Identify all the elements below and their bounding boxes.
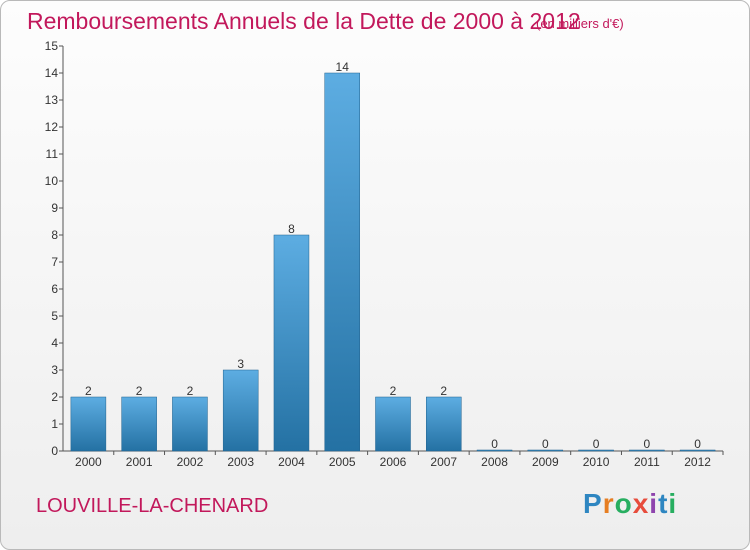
x-tick-label: 2011 <box>634 455 660 469</box>
bar-2008 <box>476 449 513 452</box>
data-label: 0 <box>491 437 498 451</box>
y-tick-label: 6 <box>51 282 58 296</box>
logo-letter: o <box>614 488 633 519</box>
data-label: 14 <box>336 60 350 74</box>
bar-2006 <box>375 396 411 452</box>
data-label: 2 <box>136 384 143 398</box>
bar-2004 <box>273 234 310 452</box>
y-tick-label: 15 <box>45 39 59 53</box>
data-label: 8 <box>288 222 295 236</box>
logo-letter: i <box>668 488 678 519</box>
x-tick-label: 2002 <box>177 455 204 469</box>
x-tick-label: 2001 <box>126 455 153 469</box>
bar-2000 <box>70 396 107 452</box>
data-label: 2 <box>440 384 447 398</box>
data-label: 0 <box>644 437 651 451</box>
x-tick-label: 2000 <box>75 455 102 469</box>
y-tick-label: 13 <box>45 93 59 107</box>
x-tick-label: 2009 <box>532 455 559 469</box>
y-tick-label: 7 <box>51 255 58 269</box>
x-tick-label: 2003 <box>227 455 254 469</box>
data-label: 0 <box>542 437 549 451</box>
bar-2001 <box>121 396 157 452</box>
y-tick-label: 1 <box>51 417 58 431</box>
x-tick-label: 2005 <box>329 455 356 469</box>
x-tick-label: 2004 <box>278 455 305 469</box>
x-tick-label: 2006 <box>380 455 407 469</box>
y-tick-label: 12 <box>45 120 59 134</box>
y-tick-label: 5 <box>51 309 58 323</box>
logo-letter: r <box>602 488 615 519</box>
logo-letter: t <box>658 488 669 519</box>
proxiti-logo: Proxiti <box>583 488 677 520</box>
bar-2005 <box>324 72 360 452</box>
bar-2012 <box>679 449 716 452</box>
data-label: 0 <box>694 437 701 451</box>
data-label: 2 <box>85 384 92 398</box>
data-label: 2 <box>187 384 194 398</box>
bar-2003 <box>222 369 259 452</box>
bar-2009 <box>527 449 564 452</box>
x-tick-label: 2012 <box>684 455 711 469</box>
y-tick-label: 0 <box>51 444 58 458</box>
commune-name: LOUVILLE-LA-CHENARD <box>36 495 269 517</box>
x-tick-label: 2010 <box>583 455 610 469</box>
chart-title: Remboursements Annuels de la Dette de 20… <box>27 8 581 34</box>
data-label: 0 <box>593 437 600 451</box>
chart-subtitle: (en milliers d'€) <box>536 16 624 31</box>
x-tick-label: 2007 <box>430 455 457 469</box>
y-tick-label: 11 <box>46 147 59 161</box>
logo-letter: i <box>649 488 659 519</box>
y-tick-label: 3 <box>51 363 58 377</box>
logo-letter: P <box>583 488 603 519</box>
x-tick-label: 2008 <box>481 455 508 469</box>
y-tick-label: 2 <box>51 390 58 404</box>
y-tick-label: 14 <box>45 66 59 80</box>
data-label: 2 <box>390 384 397 398</box>
y-tick-label: 4 <box>51 336 58 350</box>
logo-letter: x <box>632 488 650 519</box>
bar-2002 <box>172 396 208 452</box>
bar-2010 <box>578 449 614 452</box>
bar-2007 <box>426 396 462 452</box>
y-tick-label: 8 <box>51 228 58 242</box>
y-tick-label: 9 <box>51 201 58 215</box>
data-label: 3 <box>237 357 244 371</box>
bar-2011 <box>629 449 665 452</box>
y-tick-label: 10 <box>45 174 59 188</box>
